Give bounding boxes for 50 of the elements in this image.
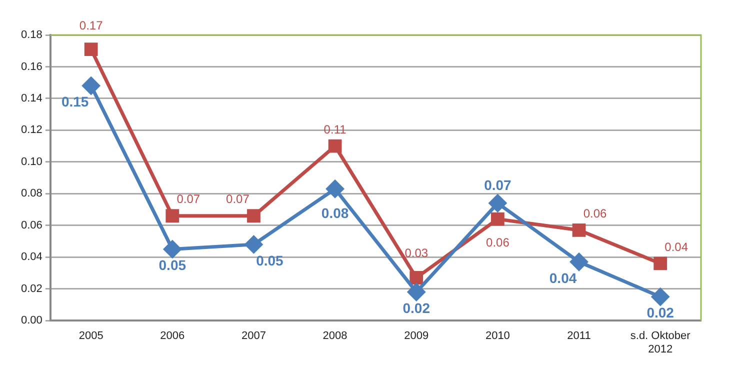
- point: [164, 240, 182, 258]
- text: 0.16: [20, 60, 42, 73]
- data-label: 0.15: [61, 94, 89, 110]
- x-tick-label: 2009: [404, 330, 429, 342]
- text: 0.00: [20, 314, 42, 327]
- data-label: 0.04: [664, 240, 688, 254]
- text: 0.06: [20, 219, 42, 232]
- data-label: 0.02: [402, 300, 430, 316]
- data-label: 0.02: [646, 304, 674, 321]
- data-label: 0.07: [176, 192, 200, 206]
- data-label: 0.05: [158, 257, 186, 274]
- point: [82, 77, 100, 95]
- point: [166, 209, 180, 223]
- point: [244, 236, 262, 254]
- text: 0.18: [20, 29, 42, 42]
- point: [410, 271, 424, 284]
- point: [572, 223, 586, 237]
- point: [247, 209, 260, 223]
- x-tick-label: 2007: [241, 330, 266, 342]
- data-label: 0.06: [583, 206, 608, 220]
- text: 0.12: [20, 124, 42, 136]
- text: 0.10: [20, 156, 42, 168]
- data-label: 0.11: [324, 122, 347, 136]
- point: [408, 283, 426, 301]
- point: [490, 212, 504, 226]
- data-label: 0.06: [486, 235, 510, 250]
- point: [326, 180, 344, 198]
- text: 0.04: [20, 251, 42, 264]
- x-tick-label: 2006: [160, 330, 185, 342]
- x-tick-label: s.d. Oktober 2012: [630, 330, 691, 356]
- x-tick-label: 2010: [485, 330, 510, 342]
- x-tick-label: 2011: [567, 330, 591, 342]
- data-label: 0.03: [404, 246, 428, 260]
- x-tick-label: 2008: [322, 330, 348, 342]
- point: [570, 253, 588, 271]
- text: 0.08: [20, 188, 42, 200]
- data-label: 0.05: [256, 252, 284, 268]
- point: [488, 194, 506, 212]
- data-label: 0.07: [226, 192, 250, 206]
- data-label: 0.04: [549, 270, 577, 286]
- point: [654, 256, 668, 270]
- x-tick-label: 2005: [78, 330, 104, 342]
- data-label: 0.07: [484, 177, 512, 194]
- text: 0.14: [20, 92, 42, 104]
- text: 0.02: [20, 282, 42, 295]
- data-label: 0.08: [321, 204, 349, 221]
- data-label: 0.17: [79, 18, 104, 32]
- point: [84, 42, 98, 56]
- point: [328, 139, 342, 153]
- point: [652, 288, 670, 306]
